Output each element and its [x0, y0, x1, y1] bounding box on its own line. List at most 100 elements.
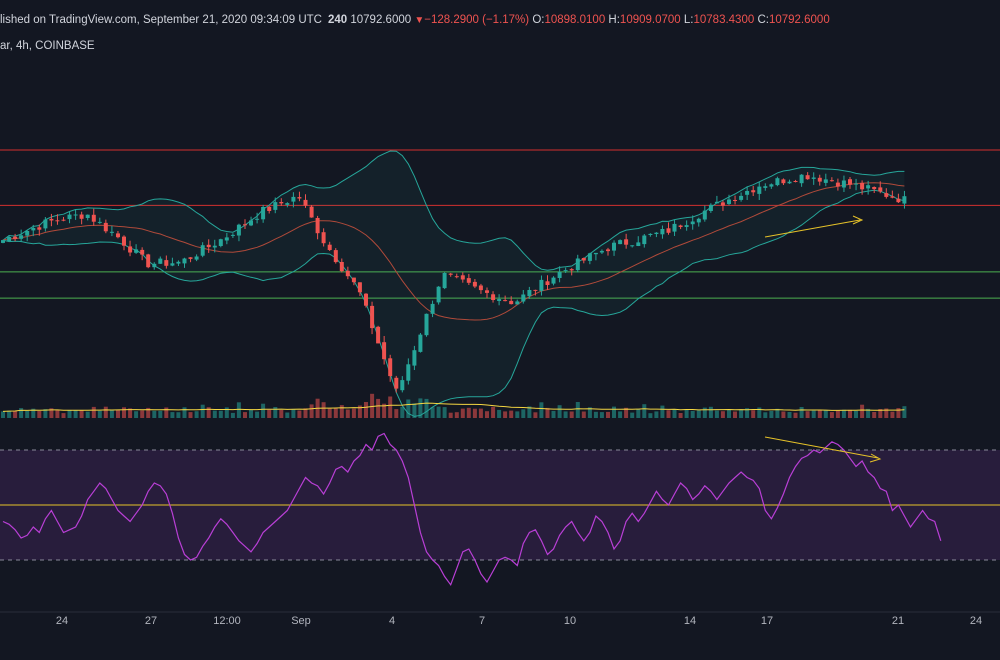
volume-bar	[194, 411, 199, 418]
candle	[491, 291, 496, 303]
rsi-trendline	[764, 436, 879, 459]
time-axis: 24 27 12:00 Sep 4 7 10 14 17 21 24	[0, 611, 1000, 627]
basis-line	[2, 182, 905, 321]
candle	[200, 242, 205, 258]
volume-bar	[739, 409, 744, 418]
candle	[835, 178, 840, 191]
volume-bar	[351, 408, 356, 418]
candle	[182, 257, 187, 268]
candle	[345, 266, 350, 280]
candle	[442, 272, 447, 290]
volume-bar	[690, 410, 695, 418]
candle	[872, 186, 877, 193]
candle	[545, 275, 550, 290]
high-label: H:	[608, 14, 620, 26]
candle	[823, 173, 828, 187]
candle	[757, 181, 762, 200]
candle	[841, 175, 846, 192]
interval-label: 240	[327, 14, 348, 26]
volume-bar	[285, 412, 290, 418]
x-tick-label: 7	[479, 615, 485, 627]
volume-bar	[890, 411, 895, 418]
volume-bar	[678, 413, 683, 418]
volume-bar	[902, 406, 907, 418]
volume-bar	[309, 404, 314, 418]
volume-bar	[823, 410, 828, 418]
candle	[660, 225, 665, 239]
volume-bar	[593, 411, 598, 418]
candle	[13, 233, 18, 242]
x-tick-label: 24	[56, 615, 68, 627]
candle	[630, 245, 635, 248]
candle	[176, 260, 181, 266]
x-tick-label: Sep	[291, 615, 311, 627]
volume-bars	[1, 393, 907, 418]
x-tick-label: 10	[564, 615, 576, 627]
volume-bar	[327, 408, 332, 418]
candle	[690, 215, 695, 230]
candle	[388, 354, 393, 382]
volume-bar	[533, 412, 538, 418]
candle	[793, 179, 798, 183]
candle	[854, 178, 858, 191]
candle	[91, 208, 96, 226]
volume-bar	[581, 411, 586, 418]
volume-bar	[884, 408, 889, 418]
volume-bar	[624, 407, 629, 418]
volume-bar	[545, 407, 550, 418]
volume-bar	[672, 409, 677, 418]
volume-bar	[787, 412, 792, 418]
volume-bar	[382, 403, 387, 418]
candle	[212, 239, 217, 253]
candle	[255, 212, 260, 224]
candle	[902, 190, 907, 209]
volume-bar	[727, 410, 731, 418]
candle	[878, 181, 883, 194]
candle	[249, 216, 253, 227]
volume-bar	[575, 402, 580, 418]
candle	[539, 275, 544, 296]
volume-bar	[249, 409, 253, 418]
candle	[333, 248, 338, 264]
candle	[194, 254, 199, 262]
candle	[884, 188, 889, 199]
candle	[708, 203, 713, 213]
volume-bar	[261, 403, 266, 418]
candle	[382, 336, 387, 365]
volume-bar	[896, 408, 901, 418]
candle	[261, 204, 266, 223]
candle	[315, 215, 320, 240]
volume-bar	[539, 402, 544, 418]
x-tick-label: 12:00	[213, 615, 241, 627]
candle	[702, 205, 707, 222]
candle	[7, 235, 12, 242]
volume-bar	[648, 413, 653, 418]
candle	[581, 257, 586, 264]
candle	[1, 239, 5, 244]
candle	[448, 272, 453, 277]
candle	[116, 231, 120, 239]
x-tick-label: 24	[970, 615, 982, 627]
candle	[128, 240, 133, 257]
candlesticks	[1, 172, 907, 393]
candle	[466, 273, 471, 285]
last-price: 10792.6000	[350, 14, 412, 26]
candle	[224, 232, 229, 245]
volume-bar	[116, 409, 120, 418]
candle	[400, 376, 405, 393]
volume-bar	[805, 411, 810, 418]
candle	[848, 177, 852, 189]
candle	[460, 272, 465, 283]
candle	[243, 219, 247, 229]
volume-bar	[472, 408, 477, 418]
volume-bar	[497, 409, 502, 418]
volume-bar	[811, 410, 816, 418]
volume-bar	[267, 409, 272, 418]
candle	[727, 194, 731, 206]
candle	[406, 358, 411, 385]
volume-bar	[612, 406, 616, 418]
x-tick-label: 17	[761, 615, 773, 627]
x-tick-label: 21	[892, 615, 904, 627]
volume-bar	[376, 398, 381, 418]
